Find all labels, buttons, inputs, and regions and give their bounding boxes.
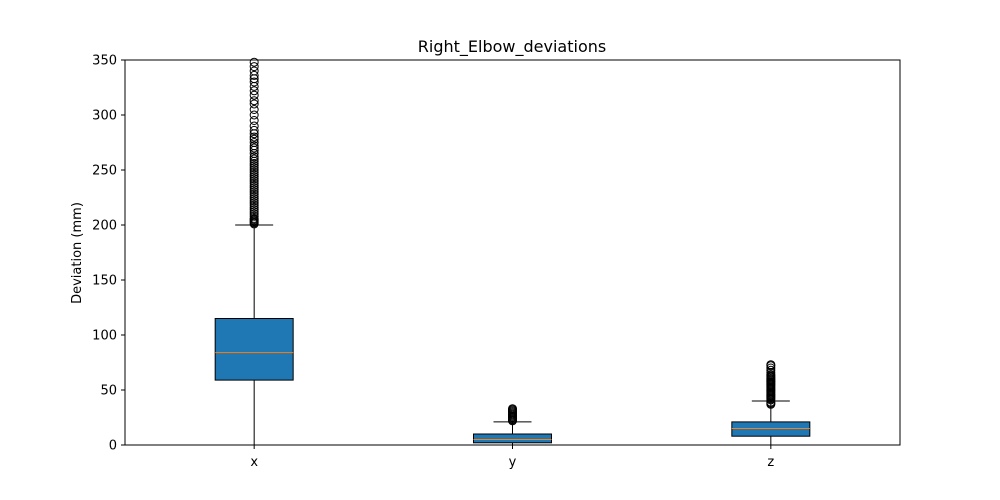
- outlier-point: [249, 187, 259, 197]
- outlier-point: [249, 143, 259, 153]
- outlier-point: [508, 404, 517, 414]
- y-tick-label: 150: [92, 274, 117, 289]
- plot-frame: [124, 59, 901, 446]
- outlier-point: [249, 158, 259, 168]
- outlier-point: [249, 211, 259, 221]
- outlier-point: [249, 174, 259, 184]
- outlier-point: [249, 198, 259, 208]
- y-tick-label: 200: [92, 219, 117, 234]
- outlier-point: [766, 370, 776, 380]
- outlier-point: [249, 99, 259, 109]
- outlier-point: [249, 194, 259, 204]
- outlier-point: [249, 141, 259, 151]
- outlier-point: [249, 207, 259, 217]
- outlier-point: [249, 209, 259, 219]
- box-group-z: [731, 360, 811, 446]
- outlier-point: [249, 77, 259, 87]
- outlier-point: [249, 86, 259, 96]
- outlier-point: [249, 90, 259, 100]
- outlier-point: [249, 138, 259, 147]
- box-iqr: [731, 421, 811, 437]
- outlier-point: [249, 202, 259, 212]
- outlier-point: [249, 185, 259, 195]
- outlier-point: [249, 96, 259, 106]
- outlier-point: [766, 363, 776, 373]
- outlier-point: [249, 110, 259, 120]
- y-tick-label: 100: [92, 329, 117, 344]
- outlier-point: [249, 125, 259, 135]
- outlier-point: [249, 132, 259, 142]
- outlier-point: [249, 161, 259, 171]
- outlier-point: [249, 178, 259, 188]
- y-tick-label: 350: [92, 54, 117, 69]
- outlier-point: [249, 66, 259, 76]
- box-group-x: [214, 57, 294, 446]
- outlier-point: [249, 213, 259, 223]
- outlier-point: [249, 163, 259, 173]
- outlier-point: [249, 62, 259, 72]
- y-tick-label: 250: [92, 164, 117, 179]
- outlier-point: [249, 154, 259, 164]
- x-tick-label: y: [509, 455, 517, 470]
- outlier-point: [766, 360, 776, 370]
- outlier-point: [249, 172, 259, 182]
- box-iqr: [214, 318, 294, 381]
- outlier-point: [249, 70, 259, 80]
- outlier-point: [249, 152, 259, 162]
- outlier-point: [249, 167, 259, 177]
- outlier-point: [249, 180, 259, 190]
- outlier-point: [249, 189, 259, 199]
- outlier-point: [249, 57, 259, 67]
- outlier-point: [249, 176, 259, 186]
- y-tick-label: 300: [92, 109, 117, 124]
- y-tick-label: 50: [100, 384, 117, 399]
- outlier-point: [249, 191, 259, 201]
- x-tick-label: z: [767, 455, 774, 470]
- box-iqr: [473, 433, 552, 444]
- outlier-point: [249, 183, 259, 193]
- x-tick-label: x: [250, 455, 258, 470]
- chart-title: Right_Elbow_deviations: [418, 37, 606, 57]
- outlier-point: [249, 200, 259, 210]
- outlier-point: [766, 365, 776, 375]
- outlier-point: [249, 205, 259, 215]
- y-tick-label: 0: [109, 439, 117, 454]
- outlier-point: [249, 116, 259, 125]
- y-axis-label: Deviation (mm): [70, 202, 85, 304]
- outlier-point: [249, 165, 259, 175]
- outlier-point: [249, 196, 259, 206]
- outlier-point: [249, 121, 259, 131]
- plot-area: 0 50 100 150 200 250 300 350 x y z: [92, 54, 901, 470]
- outlier-point: [249, 134, 259, 144]
- outlier-point: [249, 105, 259, 114]
- outlier-point: [249, 169, 259, 179]
